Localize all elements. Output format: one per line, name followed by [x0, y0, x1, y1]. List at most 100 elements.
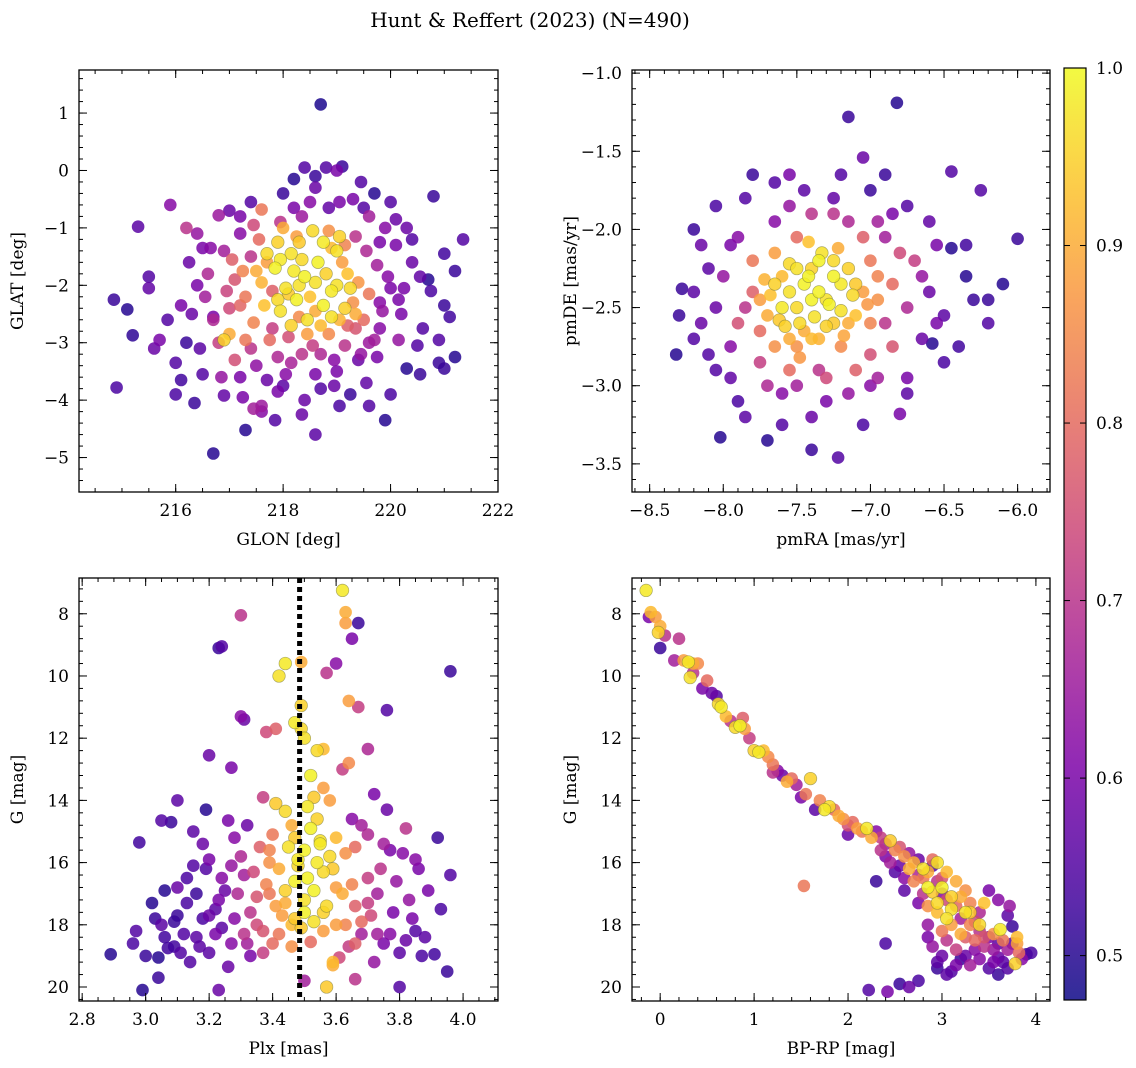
scatter-point: [279, 368, 293, 381]
colorbar-tick-label: 0.6: [1096, 769, 1123, 789]
scatter-point: [731, 230, 745, 244]
scatter-point: [826, 269, 841, 283]
scatter-point: [345, 878, 359, 891]
scatter-point: [373, 235, 387, 249]
scatter-point: [153, 333, 166, 347]
scatter-point: [152, 971, 165, 984]
scatter-point: [963, 958, 977, 972]
scatter-point: [921, 918, 935, 932]
scatter-point: [898, 884, 911, 897]
scatter-point: [158, 930, 171, 944]
scatter-point: [284, 356, 298, 370]
scatter-point: [152, 951, 165, 964]
scatter-point: [805, 332, 818, 346]
scatter-point: [898, 850, 911, 863]
scatter-point: [190, 227, 204, 240]
y-tick-label: 20: [47, 978, 69, 998]
scatter-point: [390, 875, 403, 888]
scatter-point: [319, 899, 334, 913]
scatter-point: [322, 201, 336, 215]
scatter-point: [244, 949, 257, 963]
scatter-point: [681, 655, 696, 669]
scatter-point: [202, 909, 216, 922]
scatter-point: [338, 339, 352, 352]
scatter-point: [330, 164, 344, 177]
scatter-point: [174, 299, 188, 312]
scatter-point: [339, 847, 352, 860]
scatter-point: [310, 812, 324, 826]
scatter-point: [753, 324, 767, 338]
scatter-point: [790, 379, 804, 393]
scatter-point: [797, 184, 811, 197]
scatter-point: [842, 110, 855, 124]
scatter-point: [145, 896, 159, 910]
scatter-point: [926, 940, 939, 953]
scatter-point: [973, 906, 986, 919]
scatter-point: [370, 350, 384, 364]
scatter-point: [326, 955, 340, 969]
scatter-point: [287, 264, 301, 278]
scatter-point: [783, 363, 796, 377]
scatter-point: [687, 332, 701, 346]
scatter-point: [249, 359, 263, 373]
scatter-point: [416, 322, 430, 335]
scatter-point: [126, 329, 139, 342]
scatter-point: [959, 949, 972, 963]
scatter-point: [164, 198, 177, 212]
scatter-point: [409, 853, 422, 866]
scatter-point: [338, 301, 352, 315]
y-tick-label: −5: [44, 449, 69, 469]
scatter-point: [807, 310, 822, 324]
colorbar-tick-label: 0.9: [1096, 237, 1123, 257]
scatter-point: [651, 625, 665, 640]
scatter-point: [355, 927, 368, 941]
scatter-point: [228, 353, 242, 367]
scatter-point: [204, 241, 217, 255]
scatter-point: [367, 787, 381, 801]
scatter-point: [317, 781, 330, 795]
scatter-point: [285, 819, 299, 832]
scatter-point: [284, 318, 298, 333]
x-tick-label: −7.0: [850, 501, 891, 521]
scatter-point: [187, 859, 200, 872]
scatter-point: [271, 385, 285, 398]
x-tick-label: 0: [655, 1010, 666, 1030]
scatter-point: [456, 233, 470, 246]
scatter-point: [921, 930, 935, 944]
scatter-point: [333, 195, 346, 209]
scatter-point: [783, 199, 796, 213]
x-tick-label: 218: [267, 501, 299, 521]
scatter-point: [694, 238, 708, 252]
scatter-point: [893, 246, 907, 260]
scatter-point: [413, 270, 427, 284]
scatter-point: [384, 388, 397, 401]
scatter-point: [869, 875, 883, 888]
scatter-point: [395, 307, 408, 321]
scatter-point: [284, 247, 298, 261]
scatter-point: [169, 388, 182, 401]
scatter-point: [916, 862, 930, 876]
scatter-point: [339, 918, 352, 932]
scatter-point: [944, 890, 959, 904]
y-tick-label: 0: [58, 161, 69, 181]
scatter-point: [743, 731, 756, 745]
y-tick-label: 16: [47, 854, 69, 874]
scatter-point: [886, 207, 899, 221]
scatter-point: [421, 884, 435, 897]
scatter-point: [871, 215, 885, 228]
scatter-point: [432, 333, 446, 347]
scatter-point: [841, 261, 856, 276]
scatter-point: [207, 447, 220, 460]
scatter-point: [335, 583, 350, 598]
scatter-point: [731, 316, 745, 330]
scatter-point: [374, 862, 387, 876]
y-tick-label: 16: [600, 854, 622, 874]
scatter-point: [268, 413, 282, 427]
scatter-point: [687, 223, 701, 236]
scatter-point: [237, 868, 251, 882]
scatter-point: [842, 215, 855, 228]
scatter-point: [240, 819, 254, 832]
scatter-point: [231, 887, 244, 900]
scatter-point: [244, 250, 258, 263]
scatter-point: [354, 347, 368, 361]
